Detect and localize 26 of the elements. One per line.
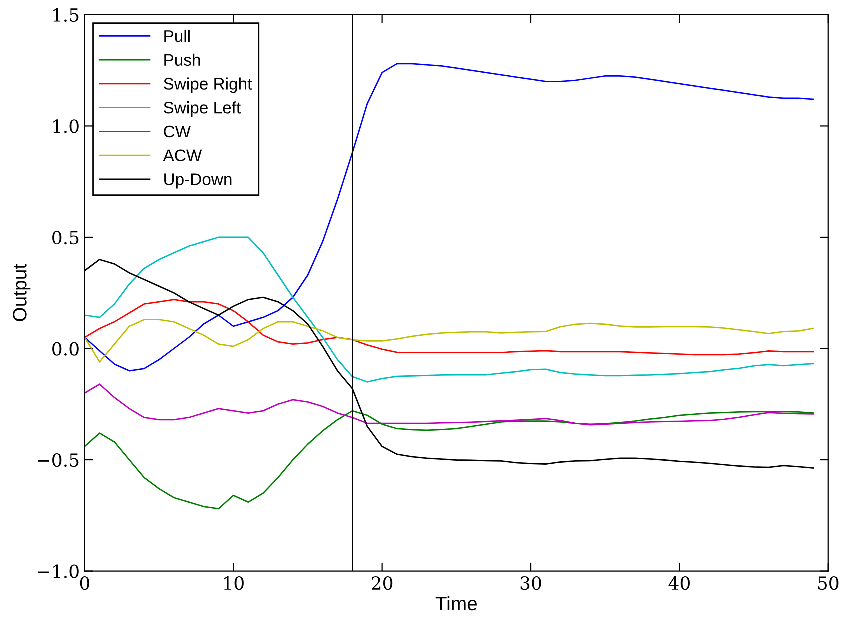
y-tick-label: 1.0 <box>54 120 79 134</box>
x-tick-label: 0 <box>80 576 90 590</box>
y-tick-label: 1.5 <box>54 8 79 22</box>
y-tick-label: 0.5 <box>52 230 79 245</box>
legend-label: Swipe Left <box>164 102 241 118</box>
legend-label: ACW <box>163 150 202 162</box>
line-series <box>84 319 814 363</box>
x-tick-label: 30 <box>520 576 542 590</box>
line-series <box>84 236 814 383</box>
line-series <box>84 299 814 356</box>
line-series <box>84 410 814 510</box>
legend-label: Pull <box>164 30 190 42</box>
line-series <box>84 384 814 426</box>
legend-label: Swipe Right <box>164 78 252 94</box>
legend-label: Push <box>164 54 200 66</box>
y-tick-label: 0.0 <box>52 342 79 356</box>
y-tick-label: −0.5 <box>38 453 79 468</box>
x-tick-label: 50 <box>818 576 839 590</box>
x-tick-label: 40 <box>668 576 690 590</box>
legend-label: Up-Down <box>164 174 232 189</box>
y-axis-title: Output <box>13 264 31 322</box>
legend-label: CW <box>164 126 191 138</box>
y-tick-label: −1.0 <box>38 564 79 578</box>
x-tick-label: 20 <box>372 576 393 590</box>
x-axis-title: Time <box>436 596 478 611</box>
x-tick-label: 10 <box>224 576 244 590</box>
